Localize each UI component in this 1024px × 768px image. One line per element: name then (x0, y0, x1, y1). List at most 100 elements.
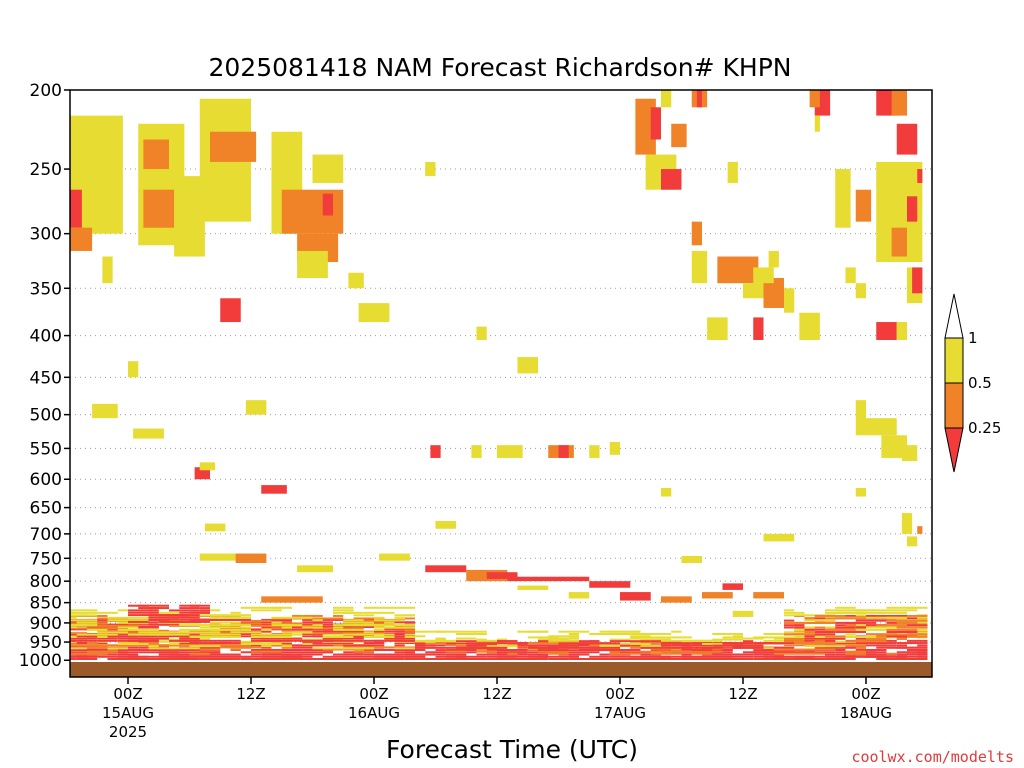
ri-cell (87, 655, 98, 658)
ri-cell (199, 607, 210, 610)
ri-cell (691, 649, 713, 652)
ri-cell (620, 649, 631, 652)
ri-cell (312, 638, 344, 641)
ri-cell (169, 616, 200, 619)
ri-cell (891, 227, 907, 257)
ri-cell (784, 609, 795, 612)
ri-cell (415, 642, 426, 645)
ri-cell (732, 653, 743, 656)
ri-cell (220, 628, 241, 631)
ri-cell (517, 646, 528, 649)
ri-cell (353, 617, 385, 620)
ri-cell (312, 639, 323, 642)
ri-cell (681, 653, 692, 656)
ri-cell (199, 648, 221, 651)
ri-cell (143, 139, 169, 170)
ri-cell (589, 445, 600, 458)
ri-cell (855, 640, 887, 643)
ri-cell (558, 653, 590, 656)
ri-cell (240, 624, 251, 627)
ri-cell (855, 646, 866, 649)
ri-cell (87, 658, 98, 661)
ri-cell (456, 640, 487, 643)
ri-cell (5, 627, 15, 629)
ri-cell (363, 635, 395, 638)
ri-cell (435, 653, 446, 656)
y-tick-label: 550 (30, 439, 62, 459)
ri-cell (199, 618, 210, 621)
ri-cell (773, 637, 784, 640)
ri-cell (251, 624, 282, 627)
ri-cell (589, 632, 600, 635)
ri-cell (763, 639, 784, 642)
ri-cell (835, 648, 846, 651)
ri-cell (138, 651, 149, 654)
ri-cell (97, 631, 108, 634)
ri-cell (876, 611, 907, 614)
ri-cell (179, 647, 200, 650)
ri-cell (333, 637, 344, 640)
ri-cell (804, 617, 815, 620)
ri-cell (825, 609, 846, 612)
ri-cell (717, 256, 759, 284)
ri-cell (251, 623, 262, 626)
ri-cell (661, 596, 692, 603)
ri-cell (189, 639, 200, 642)
ri-cell (384, 638, 405, 641)
ri-cell (70, 652, 77, 655)
ri-cell (281, 638, 313, 641)
ri-cell (712, 638, 743, 641)
ri-cell (189, 642, 200, 645)
ri-cell (158, 633, 190, 636)
ri-cell (415, 635, 426, 638)
ri-cell (722, 636, 733, 639)
ri-cell (917, 628, 928, 631)
ri-cell (128, 633, 159, 636)
ri-cell (15, 645, 25, 647)
ri-cell (907, 635, 928, 638)
ri-cell (322, 635, 354, 638)
ri-cell (281, 645, 292, 648)
ri-cell (876, 624, 907, 627)
ri-cell (76, 633, 108, 636)
ri-cell (507, 652, 518, 655)
ri-cell (292, 646, 313, 649)
ri-cell (445, 644, 477, 647)
ri-cell (394, 606, 415, 609)
ri-cell (199, 646, 221, 649)
ri-cell (425, 161, 436, 177)
ri-cell (825, 651, 836, 654)
ri-cell (240, 655, 272, 658)
ri-cell (148, 645, 159, 648)
ri-cell (609, 650, 620, 653)
ri-cell (825, 626, 836, 629)
ri-cell (70, 611, 87, 614)
ri-cell (773, 652, 805, 655)
ri-cell (374, 628, 385, 631)
ri-cell (794, 628, 805, 631)
ri-cell (333, 614, 344, 617)
ri-cell (845, 621, 856, 624)
ri-cell (917, 651, 928, 654)
ri-cell (466, 651, 477, 654)
ri-cell (384, 655, 395, 658)
ri-cell (876, 614, 887, 617)
ri-cell (70, 637, 87, 640)
ri-cell (70, 658, 77, 661)
ri-cell (753, 267, 774, 284)
ri-cell (199, 462, 216, 471)
ri-cell (630, 630, 641, 633)
ri-cell (794, 635, 805, 638)
ri-cell (384, 621, 395, 624)
ri-cell (189, 652, 210, 655)
ri-cell (835, 637, 846, 640)
ri-cell (148, 611, 180, 614)
ri-cell (435, 637, 446, 640)
ri-cell (5, 636, 15, 638)
ri-cell (896, 322, 907, 340)
ri-cell (527, 653, 538, 656)
ri-cell (425, 644, 436, 647)
x-tick-label: 2025 (109, 723, 147, 741)
ri-cell (702, 642, 733, 645)
ri-cell (886, 658, 918, 661)
